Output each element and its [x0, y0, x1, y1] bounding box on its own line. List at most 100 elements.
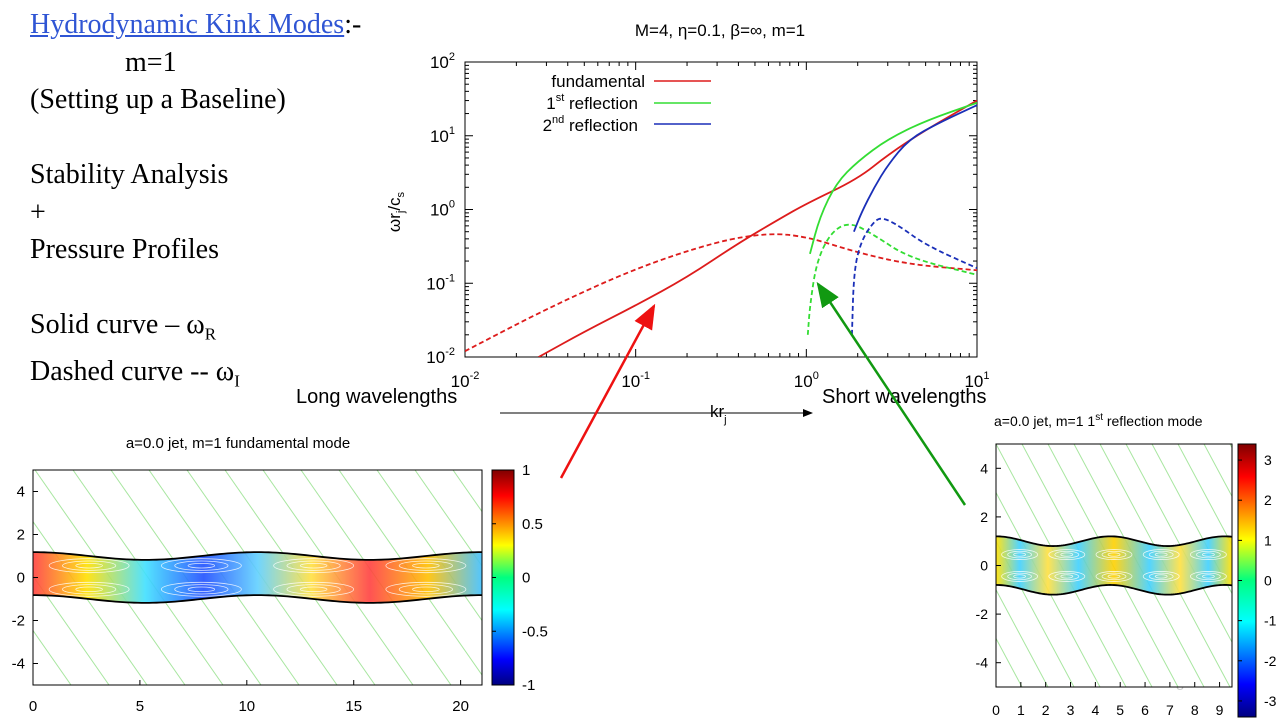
contour-ellipse	[1013, 552, 1026, 557]
contour-ellipse	[398, 560, 453, 571]
colorbar-tick-label: -3	[1264, 693, 1277, 709]
y-tick-label: 10-2	[426, 346, 455, 367]
contour-ellipse	[273, 558, 355, 574]
colorbar-tick-label: -0.5	[522, 623, 548, 640]
dashed-curve-line: Dashed curve -- ωI	[30, 356, 240, 391]
contour-ellipse	[385, 558, 467, 574]
contour-line	[1177, 444, 1232, 546]
solid-curve-line: Solid curve – ωR	[30, 309, 217, 344]
contour-ellipse	[1101, 550, 1127, 559]
x-tick-label: 2	[1042, 702, 1050, 718]
y-tick-label: 2	[980, 509, 988, 525]
contour-ellipse	[75, 562, 103, 569]
y-tick-label: 2	[17, 527, 25, 544]
contour-line	[996, 637, 1023, 687]
heading-link[interactable]: Hydrodynamic Kink Modes	[30, 9, 345, 40]
contour-ellipse	[286, 584, 341, 595]
contour-line	[1203, 444, 1232, 498]
contour-ellipse	[1060, 552, 1074, 557]
contour-ellipse	[412, 562, 440, 569]
colorbar-tick-label: 1	[1264, 532, 1272, 548]
contour-ellipse	[1013, 574, 1026, 579]
contour-ellipse	[1054, 572, 1080, 581]
x-tick-label: 15	[345, 698, 362, 715]
series-1st-reflection-dashed	[806, 223, 977, 335]
x-tick-label: 5	[136, 698, 144, 715]
contour-line	[33, 629, 72, 685]
baseline-line: (Setting up a Baseline)	[30, 84, 286, 115]
y-tick-label: 100	[430, 199, 455, 220]
pressure-line: Pressure Profiles	[30, 234, 219, 265]
red-pointer-arrow	[559, 303, 656, 479]
contour-ellipse	[1195, 550, 1221, 559]
contour-ellipse	[1007, 550, 1032, 559]
contour-line	[452, 470, 482, 513]
contour-ellipse	[1148, 572, 1174, 581]
contour-ellipse	[1107, 552, 1121, 557]
contour-ellipse	[1007, 572, 1032, 581]
x-tick-label: 0	[29, 698, 37, 715]
jet-boundary-top	[33, 551, 482, 561]
contour-ellipse	[385, 581, 467, 597]
contour-ellipse	[1142, 549, 1180, 560]
y-tick-label: 0	[980, 558, 988, 574]
y-tick-label: -2	[12, 613, 25, 630]
contour-ellipse	[273, 581, 355, 597]
y-tick-label: 10-1	[426, 272, 455, 293]
contour-ellipse	[187, 586, 216, 593]
fundamental-heatmap-title: a=0.0 jet, m=1 fundamental mode	[126, 435, 350, 452]
legend-fundamental: fundamental	[551, 72, 645, 91]
series-2nd-reflection-solid	[853, 104, 977, 233]
contour-ellipse	[1107, 574, 1121, 579]
contour-ellipse	[174, 560, 229, 571]
contour-ellipse	[48, 558, 130, 574]
y-tick-label: 101	[430, 125, 455, 146]
contour-ellipse	[1154, 552, 1168, 557]
y-tick-label: -2	[976, 606, 989, 622]
contour-ellipse	[412, 586, 440, 593]
contour-ellipse	[1095, 571, 1133, 582]
contour-ellipse	[1101, 572, 1127, 581]
contour-ellipse	[1001, 571, 1038, 582]
x-tick-label: 101	[964, 370, 989, 391]
short-wavelengths-label: Short wavelengths	[822, 386, 987, 408]
jet-boundary-bottom	[996, 584, 1232, 596]
chart-title: M=4, η=0.1, β=∞, m=1	[635, 21, 805, 40]
contour-ellipse	[187, 562, 216, 569]
contour-ellipse	[1060, 574, 1074, 579]
contour-ellipse	[1189, 571, 1227, 582]
contour-ellipse	[286, 560, 341, 571]
legend-first: 1st reflection	[546, 92, 638, 113]
colorbar-tick-label: 1	[522, 462, 530, 479]
x-tick-label: 10-2	[451, 370, 480, 391]
y-axis-label: ωrj/cs	[385, 191, 407, 232]
x-tick-label: 100	[794, 370, 819, 391]
contour-line	[996, 588, 1049, 687]
x-tick-label: 6	[1141, 702, 1149, 718]
contour-line	[567, 470, 590, 685]
y-tick-label: 102	[430, 51, 455, 72]
x-tick-label: 9	[1216, 702, 1224, 718]
x-tick-label: 0	[992, 702, 1000, 718]
contour-ellipse	[160, 558, 242, 574]
contour-ellipse	[174, 584, 229, 595]
x-tick-label: 4	[1091, 702, 1099, 718]
contour-ellipse	[1095, 549, 1133, 560]
contour-ellipse	[1148, 550, 1174, 559]
legend-second: 2nd reflection	[543, 114, 638, 135]
contour-ellipse	[1201, 552, 1215, 557]
heading: Hydrodynamic Kink Modes:-	[30, 6, 361, 44]
colorbar-tick-label: 0.5	[522, 516, 543, 533]
contour-ellipse	[1142, 571, 1180, 582]
jet-boundary-top	[996, 535, 1232, 547]
colorbar-tick-label: 2	[1264, 492, 1272, 508]
x-tick-label: 20	[452, 698, 469, 715]
colorbar-tick-label: 0	[1264, 573, 1272, 589]
jet-band	[33, 552, 482, 603]
contour-ellipse	[1195, 572, 1221, 581]
contour-ellipse	[75, 586, 103, 593]
green-pointer-arrow	[816, 281, 967, 506]
contour-ellipse	[1001, 549, 1038, 560]
